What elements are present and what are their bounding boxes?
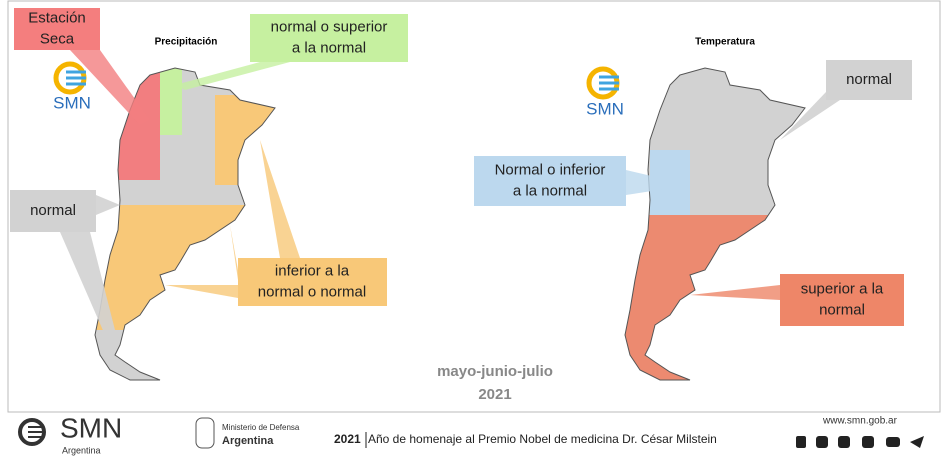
callout-label: a la normal <box>292 39 366 56</box>
footer-logo-sub: Argentina <box>62 445 101 455</box>
callout-label: inferior a la <box>275 262 350 279</box>
period: 2021 <box>478 386 511 403</box>
callout-label: Seca <box>40 30 75 47</box>
period: mayo-junio-julio <box>437 363 553 380</box>
logo-text: SMN <box>53 93 91 112</box>
callout-label: normal o superior <box>271 18 388 35</box>
callout-label: superior a la <box>801 280 884 297</box>
map-title: Precipitación <box>155 37 218 48</box>
footer-motto: Año de homenaje al Premio Nobel de medic… <box>368 432 717 446</box>
callout-label: normal <box>846 71 892 88</box>
footer-year: 2021 <box>334 432 361 446</box>
logo-text: SMN <box>586 99 624 118</box>
footer-url[interactable]: www.smn.gob.ar <box>822 416 898 427</box>
logo: SMN <box>586 66 624 118</box>
callout-label: normal <box>819 301 865 318</box>
map-title: Temperatura <box>695 37 755 48</box>
footer-logo: SMN <box>60 412 122 443</box>
outline <box>624 67 806 381</box>
social-icons[interactable] <box>796 436 924 448</box>
callout-label: a la normal <box>513 182 587 199</box>
callout-label: Estación <box>28 9 86 26</box>
outline <box>94 67 276 381</box>
callout-label: Normal o inferior <box>495 161 606 178</box>
ministry: Argentina <box>222 435 274 447</box>
ministry: Ministerio de Defensa <box>222 423 300 432</box>
logo: SMN <box>53 61 91 112</box>
callout-label: normal <box>30 202 76 219</box>
footer: SMN Argentina Ministerio de Defensa Arge… <box>18 412 924 455</box>
callout-label: normal o normal <box>258 283 366 300</box>
